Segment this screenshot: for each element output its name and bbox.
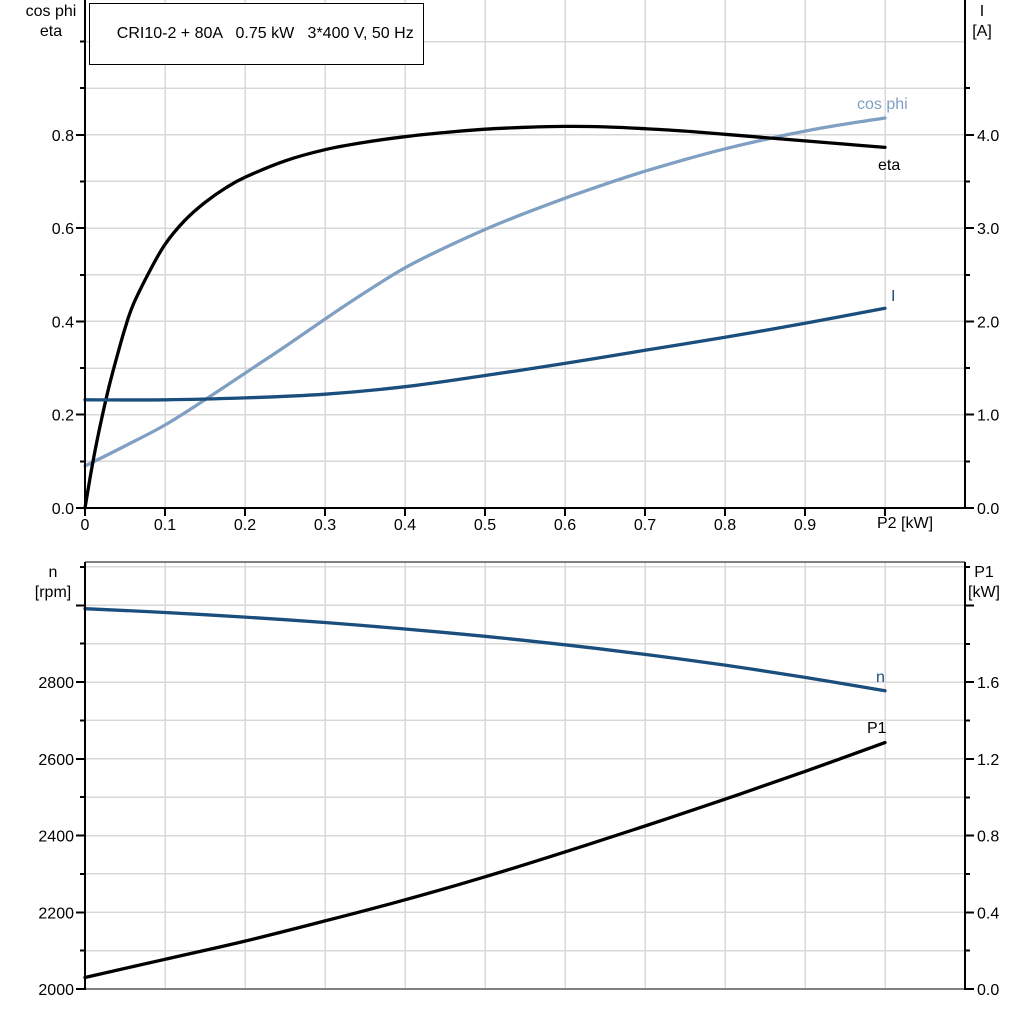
svg-text:0.4: 0.4 — [977, 905, 999, 922]
svg-text:0.8: 0.8 — [714, 517, 736, 534]
axis-title-p1-unit: [kW] — [968, 584, 1000, 601]
svg-text:0.6: 0.6 — [52, 221, 74, 238]
axis-title-current-unit: [A] — [972, 23, 992, 40]
svg-text:2200: 2200 — [38, 905, 74, 922]
chart-title: CRI10-2 + 80A 0.75 kW 3*400 V, 50 Hz — [116, 25, 414, 42]
svg-text:0.0: 0.0 — [977, 982, 999, 999]
curve-label-speed: n — [876, 669, 885, 686]
chart-title-box: CRI10-2 + 80A 0.75 kW 3*400 V, 50 Hz — [89, 3, 424, 65]
bottom-right-axis-title: P1 [kW] — [959, 563, 1009, 603]
svg-text:0.3: 0.3 — [314, 517, 336, 534]
axis-title-eta: eta — [39, 23, 63, 40]
svg-text:2.0: 2.0 — [977, 314, 999, 331]
svg-text:0.7: 0.7 — [634, 517, 656, 534]
top-right-axis-title: I [A] — [957, 2, 1007, 42]
axis-title-speed: n — [48, 564, 58, 581]
axis-title-cosphi: cos phi — [25, 3, 77, 20]
svg-text:0.1: 0.1 — [154, 517, 176, 534]
svg-text:0.4: 0.4 — [394, 517, 416, 534]
svg-text:0.9: 0.9 — [794, 517, 816, 534]
axis-title-p1: P1 — [974, 564, 994, 581]
curve-label-eta: eta — [878, 157, 901, 174]
svg-text:0.2: 0.2 — [52, 408, 74, 425]
svg-text:0.8: 0.8 — [52, 128, 74, 145]
svg-text:2600: 2600 — [38, 752, 74, 769]
svg-text:2800: 2800 — [38, 675, 74, 692]
axis-title-speed-unit: [rpm] — [34, 584, 72, 601]
svg-text:3.0: 3.0 — [977, 221, 999, 238]
axis-title-current: I — [979, 3, 985, 20]
svg-text:1.0: 1.0 — [977, 408, 999, 425]
svg-text:0.8: 0.8 — [977, 829, 999, 846]
svg-text:2400: 2400 — [38, 829, 74, 846]
x-axis-title: P2 [kW] — [877, 515, 934, 532]
curve-label-p1: P1 — [867, 720, 887, 737]
svg-text:0: 0 — [81, 517, 90, 534]
curve-label-current: I — [891, 288, 896, 305]
svg-text:0.0: 0.0 — [977, 501, 999, 518]
svg-text:0.6: 0.6 — [554, 517, 576, 534]
svg-text:1.6: 1.6 — [977, 675, 999, 692]
svg-text:0.2: 0.2 — [234, 517, 256, 534]
svg-text:0.0: 0.0 — [52, 501, 74, 518]
svg-text:0.5: 0.5 — [474, 517, 496, 534]
svg-text:2000: 2000 — [38, 982, 74, 999]
top-left-axis-title: cos phi eta — [14, 2, 88, 42]
curve-label-cosphi: cos phi — [857, 96, 908, 113]
bottom-left-axis-title: n [rpm] — [22, 563, 84, 603]
svg-text:4.0: 4.0 — [977, 128, 999, 145]
svg-text:1.2: 1.2 — [977, 752, 999, 769]
svg-text:0.4: 0.4 — [52, 314, 74, 331]
